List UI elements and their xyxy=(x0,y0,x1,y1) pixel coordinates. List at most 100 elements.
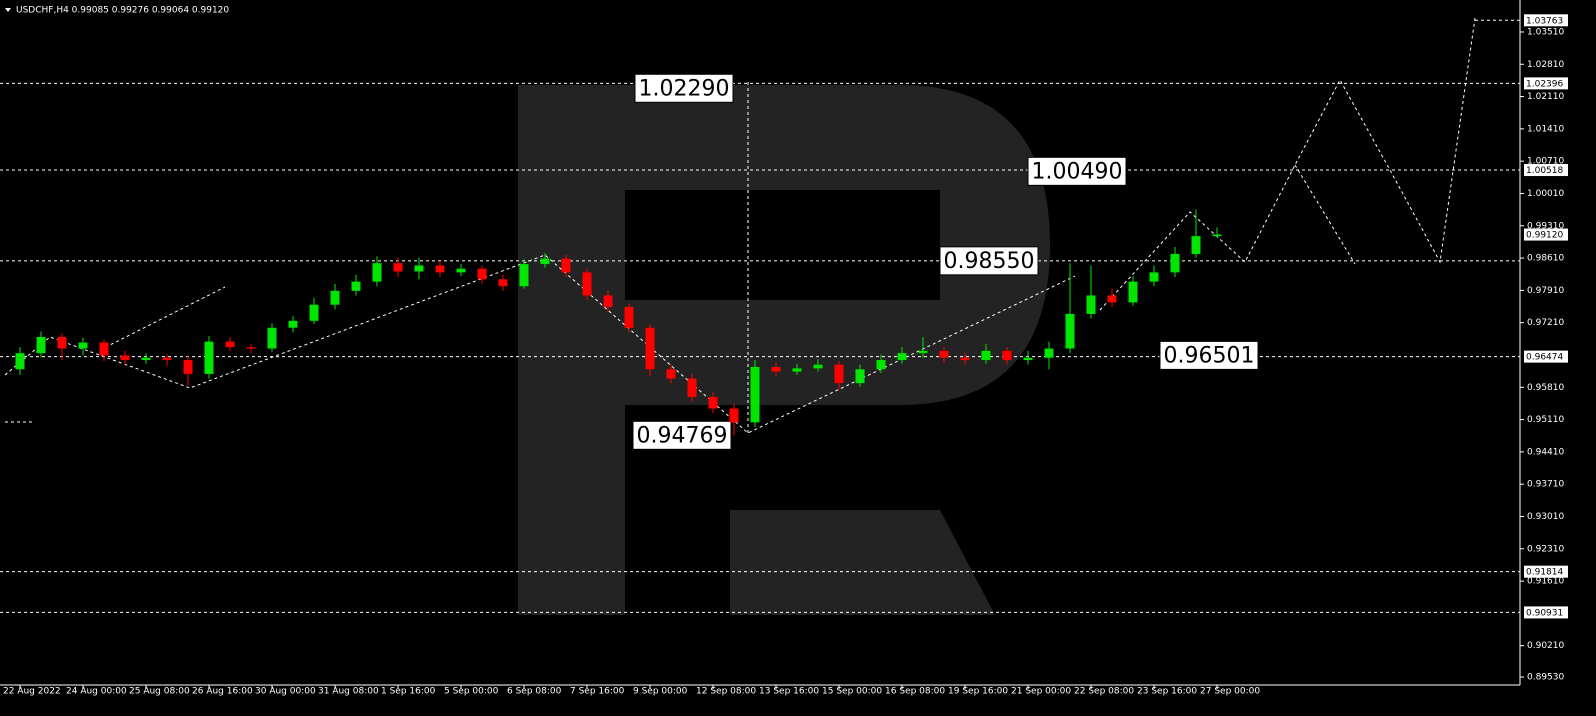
y-tick-label: 0.93010 xyxy=(1527,512,1564,522)
candle-body xyxy=(456,268,466,273)
candle-body xyxy=(414,265,424,272)
candle-body xyxy=(750,366,760,423)
candle-body xyxy=(855,369,865,384)
candle-body xyxy=(708,396,718,409)
level-label-box xyxy=(1524,350,1568,363)
candle-body xyxy=(687,378,697,397)
x-tick-label: 16 Sep 08:00 xyxy=(885,687,945,697)
candle-body xyxy=(981,350,991,361)
x-tick-label: 25 Aug 08:00 xyxy=(129,687,190,697)
candle-body xyxy=(1128,281,1138,303)
candle-body xyxy=(939,350,949,358)
y-tick-label: 0.95810 xyxy=(1527,383,1564,393)
candle-body xyxy=(540,258,550,265)
candle-body xyxy=(519,264,529,287)
level-label-box xyxy=(1524,228,1568,241)
level-label: 0.91814 xyxy=(1526,568,1563,578)
x-tick-label: 24 Aug 00:00 xyxy=(66,687,127,697)
x-tick-label: 1 Sep 16:00 xyxy=(381,687,436,697)
y-tick-label: 0.91610 xyxy=(1527,577,1564,587)
annotation-box xyxy=(634,73,734,103)
x-tick-label: 22 Aug 2022 xyxy=(3,687,61,697)
candle-body xyxy=(771,366,781,372)
candle-body xyxy=(1044,348,1054,358)
candle-body xyxy=(372,263,382,282)
annotation-box xyxy=(632,420,732,450)
candle-body xyxy=(918,350,928,354)
y-tick-label: 1.00710 xyxy=(1527,157,1564,167)
level-label-box xyxy=(1524,77,1568,90)
candle-body xyxy=(183,360,193,374)
candle-body xyxy=(246,347,256,349)
y-tick-label: 0.98610 xyxy=(1527,254,1564,264)
candle-body xyxy=(792,368,802,372)
y-tick-label: 0.89530 xyxy=(1527,673,1564,683)
y-tick-label: 1.03510 xyxy=(1527,27,1564,37)
x-tick-label: 31 Aug 08:00 xyxy=(318,687,379,697)
candle-body xyxy=(1212,234,1222,237)
x-tick-label: 19 Sep 16:00 xyxy=(948,687,1008,697)
level-label: 0.96474 xyxy=(1526,353,1563,363)
x-tick-label: 27 Sep 00:00 xyxy=(1200,687,1260,697)
annotation-box xyxy=(1159,340,1259,370)
annotation-box xyxy=(939,246,1039,276)
candle-body xyxy=(1065,313,1075,349)
level-label-box xyxy=(1524,606,1568,619)
x-tick-label: 5 Sep 00:00 xyxy=(444,687,499,697)
candle-body xyxy=(267,327,277,349)
candle-body xyxy=(1002,350,1012,361)
y-tick-label: 0.99310 xyxy=(1527,221,1564,231)
candle-body xyxy=(666,369,676,379)
y-tick-label: 0.95110 xyxy=(1527,415,1564,425)
candle-body xyxy=(330,290,340,305)
level-label-box xyxy=(1524,14,1568,27)
y-tick-label: 1.01410 xyxy=(1527,124,1564,134)
candle-body xyxy=(288,320,298,328)
y-tick-label: 0.92310 xyxy=(1527,544,1564,554)
level-label: 1.00518 xyxy=(1526,166,1563,176)
x-tick-label: 7 Sep 16:00 xyxy=(570,687,625,697)
candle-body xyxy=(729,408,739,423)
candle-body xyxy=(897,353,907,361)
candle-body xyxy=(351,281,361,291)
candle-body xyxy=(624,306,634,328)
level-label-box xyxy=(1524,164,1568,177)
candle-body xyxy=(498,279,508,287)
x-tick-label: 12 Sep 08:00 xyxy=(696,687,756,697)
candle-body xyxy=(1170,253,1180,273)
y-tick-label: 0.90210 xyxy=(1527,641,1564,651)
y-tick-label: 0.97910 xyxy=(1527,286,1564,296)
y-tick-label: 0.93710 xyxy=(1527,480,1564,490)
annotation-label: 0.96501 xyxy=(1164,343,1255,368)
level-label: 0.90931 xyxy=(1526,608,1563,618)
candle-body xyxy=(78,342,88,349)
y-tick-label: 1.00010 xyxy=(1527,189,1564,199)
candle-body xyxy=(645,327,655,370)
annotation-label: 0.98550 xyxy=(944,249,1035,274)
candle-body xyxy=(813,364,823,369)
candle-body xyxy=(477,268,487,280)
annotation-label: 1.00490 xyxy=(1032,159,1123,184)
y-tick-label: 0.94410 xyxy=(1527,447,1564,457)
candle-body xyxy=(435,265,445,273)
x-tick-label: 21 Sep 00:00 xyxy=(1011,687,1071,697)
candle-body xyxy=(1086,295,1096,314)
candle-body xyxy=(36,336,46,354)
candle-body xyxy=(834,364,844,384)
candle-body xyxy=(603,295,613,307)
x-tick-label: 9 Sep 00:00 xyxy=(633,687,688,697)
candle-body xyxy=(141,357,151,361)
y-tick-label: 0.97210 xyxy=(1527,318,1564,328)
x-tick-label: 23 Sep 16:00 xyxy=(1137,687,1197,697)
level-label: 1.03763 xyxy=(1526,16,1563,26)
menu-arrow[interactable] xyxy=(5,8,11,12)
watermark-logo xyxy=(518,85,1050,615)
x-tick-label: 6 Sep 08:00 xyxy=(507,687,562,697)
candle-body xyxy=(204,341,214,374)
candle-body xyxy=(57,336,67,349)
candle-body xyxy=(561,258,571,273)
candle-body xyxy=(1023,357,1033,361)
x-tick-label: 13 Sep 16:00 xyxy=(759,687,819,697)
candle-body xyxy=(1149,272,1159,282)
